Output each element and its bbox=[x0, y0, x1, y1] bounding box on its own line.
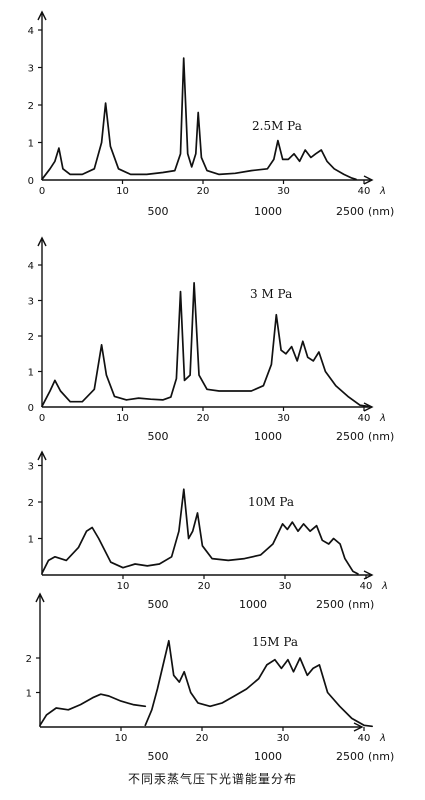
chart-panel-4: 1 2 10 20 30 40 λ 500 1000 2500 (nm) 15M Pa bbox=[26, 592, 394, 763]
x-tick-label: 0 bbox=[39, 413, 45, 424]
spectrum-curve-1 bbox=[39, 693, 147, 727]
x-tick-label: 30 bbox=[277, 413, 290, 424]
x-axis-lambda-symbol: λ bbox=[381, 581, 388, 592]
wavelength-tick-label: 1000 bbox=[254, 750, 282, 763]
x-axis-arrow bbox=[363, 175, 374, 185]
y-tick-label: 1 bbox=[28, 535, 34, 546]
wavelength-tick-label: 500 bbox=[148, 750, 169, 763]
y-tick-label: 4 bbox=[28, 26, 34, 37]
wavelength-tick-label: 2500 bbox=[336, 205, 364, 218]
x-axis-lambda-symbol: λ bbox=[379, 186, 386, 197]
x-tick-label: 40 bbox=[358, 186, 371, 197]
spectrum-curve-2 bbox=[144, 639, 373, 728]
x-tick-label: 40 bbox=[360, 581, 373, 592]
x-tick-label: 30 bbox=[277, 733, 290, 744]
y-tick-label: 3 bbox=[28, 64, 34, 75]
y-tick-label: 0 bbox=[28, 403, 34, 414]
y-tick-label: 3 bbox=[28, 462, 34, 473]
pressure-label: 3 M Pa bbox=[250, 287, 292, 301]
wavelength-tick-label: 1000 bbox=[254, 205, 282, 218]
wavelength-tick-label: 500 bbox=[148, 598, 169, 611]
wavelength-unit-label: (nm) bbox=[368, 430, 394, 443]
y-tick-label: 1 bbox=[28, 368, 34, 379]
y-axis-arrow bbox=[37, 10, 47, 21]
wavelength-tick-label: 1000 bbox=[254, 430, 282, 443]
y-tick-label: 1 bbox=[26, 689, 32, 700]
y-tick-label: 4 bbox=[28, 261, 34, 272]
y-tick-label: 2 bbox=[26, 654, 32, 665]
x-tick-label: 40 bbox=[358, 413, 371, 424]
pressure-label: 2.5M Pa bbox=[252, 119, 302, 133]
pressure-label: 10M Pa bbox=[248, 495, 294, 509]
x-tick-label: 20 bbox=[197, 186, 210, 197]
x-tick-label: 30 bbox=[277, 186, 290, 197]
x-tick-label: 20 bbox=[196, 733, 209, 744]
x-axis-arrow bbox=[363, 402, 374, 412]
wavelength-tick-label: 2500 bbox=[336, 750, 364, 763]
y-tick-label: 3 bbox=[28, 297, 34, 308]
wavelength-tick-label: 2500 bbox=[336, 430, 364, 443]
y-tick-label: 2 bbox=[28, 101, 34, 112]
y-tick-label: 0 bbox=[28, 176, 34, 187]
x-tick-label: 10 bbox=[116, 413, 129, 424]
x-axis-arrow bbox=[353, 722, 364, 732]
wavelength-tick-label: 500 bbox=[148, 430, 169, 443]
x-tick-label: 10 bbox=[117, 581, 130, 592]
x-tick-label: 40 bbox=[358, 733, 371, 744]
x-tick-label: 20 bbox=[198, 581, 211, 592]
y-axis-arrow bbox=[37, 450, 47, 461]
y-tick-label: 2 bbox=[28, 498, 34, 509]
wavelength-unit-label: (nm) bbox=[348, 598, 374, 611]
x-axis-lambda-symbol: λ bbox=[379, 733, 386, 744]
x-tick-label: 20 bbox=[197, 413, 210, 424]
x-tick-label: 10 bbox=[115, 733, 128, 744]
x-tick-label: 0 bbox=[39, 186, 45, 197]
wavelength-tick-label: 2500 bbox=[316, 598, 344, 611]
spectrum-curve-1 bbox=[41, 281, 369, 408]
chart-panel-3: 1 2 3 10 20 30 40 λ 500 1000 2500 (nm) 10M Pa bbox=[28, 450, 388, 611]
wavelength-unit-label: (nm) bbox=[368, 205, 394, 218]
y-axis-arrow bbox=[35, 592, 45, 603]
wavelength-tick-label: 1000 bbox=[239, 598, 267, 611]
x-axis-arrow bbox=[363, 570, 374, 580]
x-tick-label: 10 bbox=[116, 186, 129, 197]
wavelength-tick-label: 500 bbox=[148, 205, 169, 218]
spectrum-curve-1 bbox=[41, 57, 357, 181]
x-axis-lambda-symbol: λ bbox=[379, 413, 386, 424]
y-tick-label: 2 bbox=[28, 332, 34, 343]
wavelength-unit-label: (nm) bbox=[368, 750, 394, 763]
pressure-label: 15M Pa bbox=[252, 635, 298, 649]
x-tick-label: 30 bbox=[279, 581, 292, 592]
figure-caption: 不同汞蒸气压下光谱能量分布 bbox=[127, 772, 297, 786]
spectrum-curve-1 bbox=[41, 488, 359, 575]
y-axis-arrow bbox=[37, 236, 47, 247]
y-tick-label: 1 bbox=[28, 139, 34, 150]
